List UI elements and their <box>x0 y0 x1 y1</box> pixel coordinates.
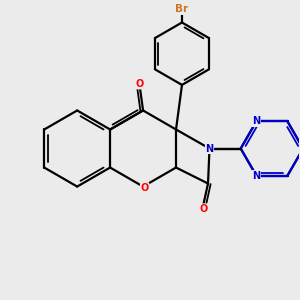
Text: O: O <box>136 79 144 89</box>
Text: N: N <box>206 143 214 154</box>
Text: Br: Br <box>176 4 188 14</box>
Text: O: O <box>140 183 149 193</box>
Text: O: O <box>140 183 149 193</box>
Text: N: N <box>252 116 260 127</box>
Text: O: O <box>136 79 144 89</box>
Text: Br: Br <box>176 4 188 14</box>
Text: N: N <box>252 170 260 181</box>
Text: N: N <box>206 143 214 154</box>
Text: O: O <box>200 204 208 214</box>
Text: O: O <box>200 204 208 214</box>
